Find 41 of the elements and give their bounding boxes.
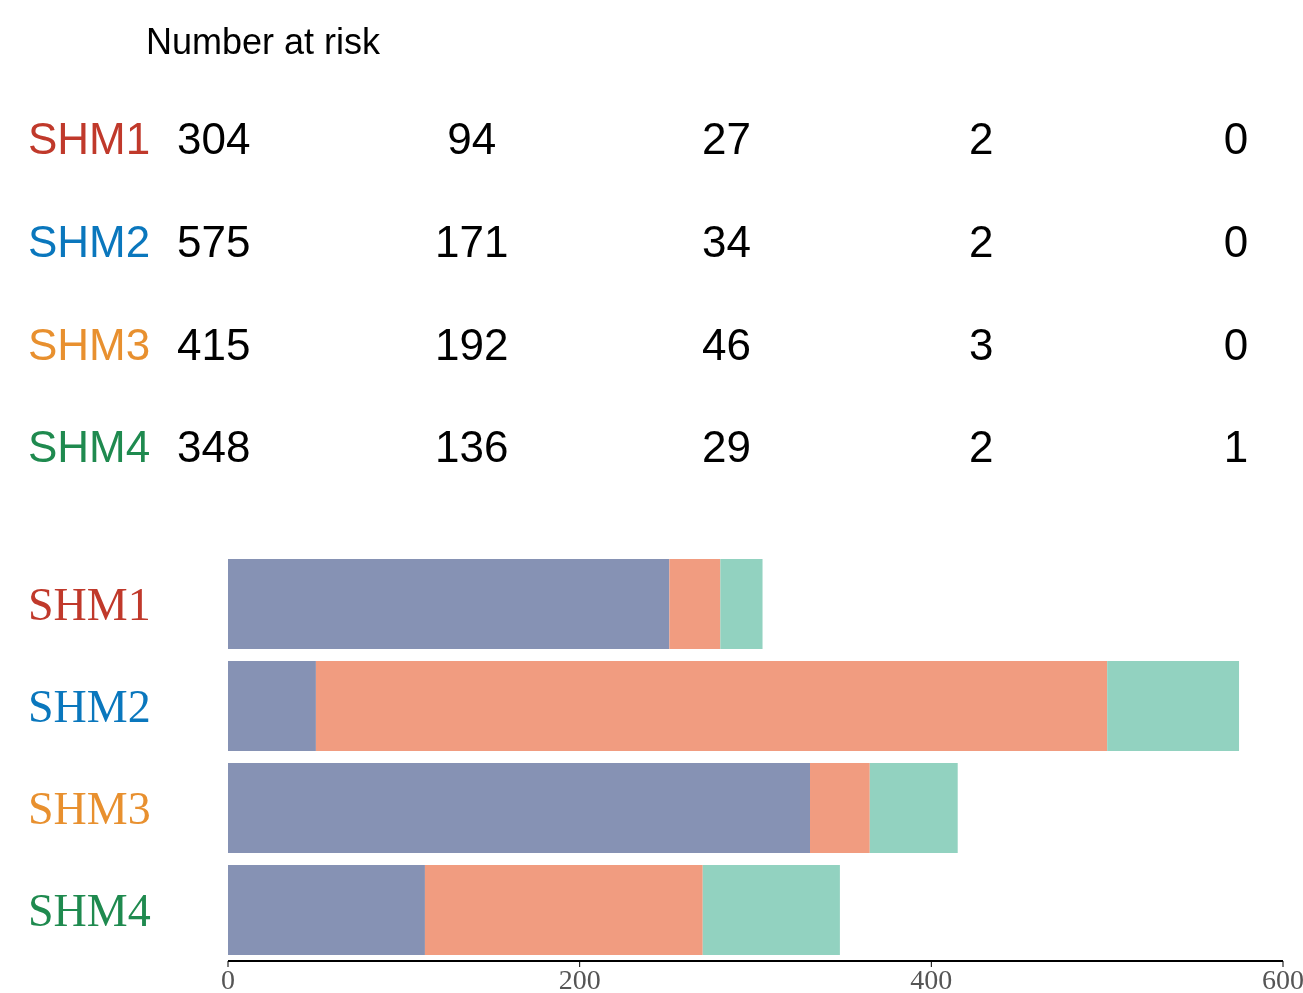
text: 46 (702, 320, 751, 369)
text: 2 (969, 114, 994, 163)
text: 2 (969, 422, 994, 471)
text: 575 (177, 217, 251, 266)
text: 3 (969, 320, 994, 369)
bar (1107, 661, 1240, 752)
text: 415 (177, 320, 251, 369)
y-tick-label: SHM4 (28, 885, 151, 936)
y-tick-label: SHM3 (28, 783, 151, 834)
text: Number at risk (146, 21, 382, 62)
text: 0 (1223, 320, 1249, 369)
bar (869, 763, 958, 854)
bar (315, 661, 1108, 752)
bar (810, 763, 870, 854)
text: 192 (435, 320, 509, 369)
x-tick-label: 200 (558, 963, 601, 993)
bar (424, 865, 703, 956)
text: 304 (177, 114, 251, 163)
text: 0 (1223, 114, 1249, 163)
y-tick-label: SHM2 (28, 681, 151, 732)
text: 171 (435, 217, 509, 266)
bar (720, 559, 763, 650)
text: 0 (1223, 217, 1249, 266)
bar (702, 865, 840, 956)
text: 1 (1223, 422, 1249, 471)
bar (669, 559, 721, 650)
bar (228, 763, 811, 854)
text: 34 (702, 217, 751, 266)
bar (228, 865, 425, 956)
bar (228, 559, 670, 650)
text: 29 (702, 422, 751, 471)
x-tick-label: 400 (910, 963, 953, 993)
y-tick-label: SHM1 (28, 579, 151, 630)
text: 2 (969, 217, 994, 266)
text: 348 (177, 422, 251, 471)
x-tick-label: 0 (221, 963, 235, 993)
text: 94 (447, 114, 497, 163)
text: 27 (702, 114, 751, 163)
text: 136 (435, 422, 509, 471)
x-tick-label: 600 (1262, 963, 1303, 993)
bar (228, 661, 316, 752)
